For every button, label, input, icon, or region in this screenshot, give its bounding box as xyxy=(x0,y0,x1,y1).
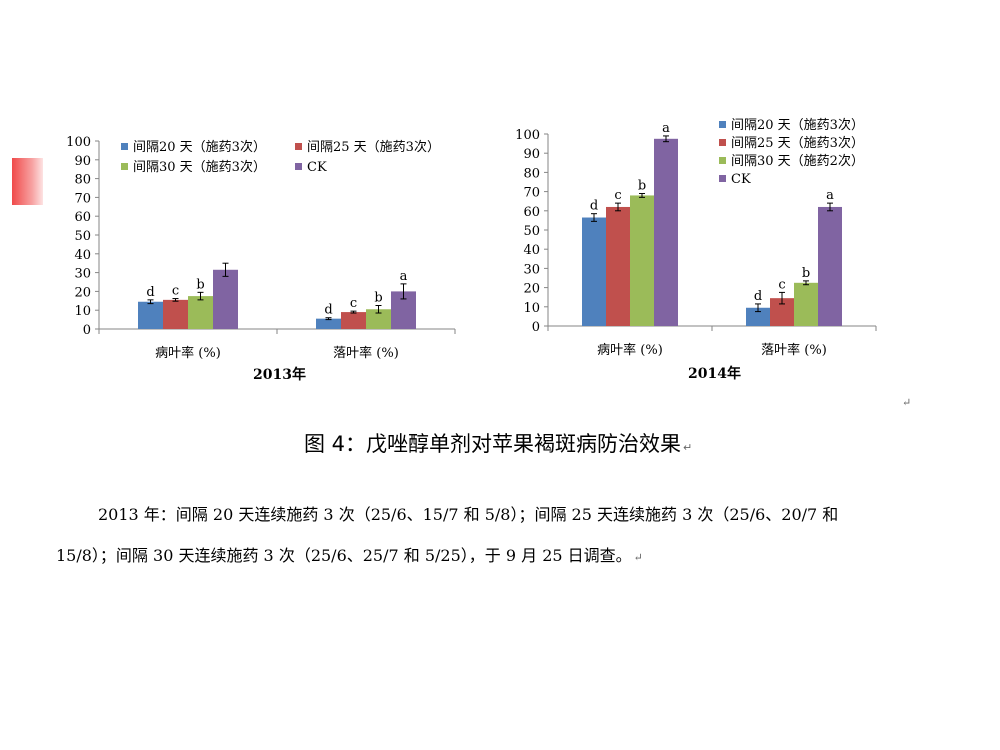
significance-label: b xyxy=(638,179,646,194)
legend-item-interval-20: 间隔20 天（施药3次） xyxy=(719,117,864,135)
chart-2014-title: 2014年 xyxy=(688,366,741,382)
figure-note: 2013 年：间隔 20 天连续施药 3 次（25/6、15/7 和 5/8）；… xyxy=(56,494,950,578)
y-tick-label: 60 xyxy=(74,210,91,225)
bar xyxy=(630,195,654,326)
significance-label: d xyxy=(754,289,762,304)
bar xyxy=(163,299,188,329)
legend-swatch xyxy=(719,139,726,146)
legend-item-ck: CK xyxy=(295,159,327,177)
x-category-label: 病叶率 (%) xyxy=(155,345,221,361)
y-tick-label: 30 xyxy=(74,267,91,282)
y-tick-label: 100 xyxy=(66,135,91,150)
legend-item-interval-30: 间隔30 天（施药3次） xyxy=(121,159,266,177)
significance-label: c xyxy=(614,188,621,203)
bar xyxy=(794,282,818,326)
y-tick-label: 40 xyxy=(74,248,91,263)
bar xyxy=(654,138,678,326)
legend-label: CK xyxy=(731,172,751,187)
legend-label: 间隔20 天（施药3次） xyxy=(133,140,266,155)
significance-label: c xyxy=(778,277,785,292)
y-tick-label: 100 xyxy=(515,128,540,143)
legend-swatch xyxy=(719,157,726,164)
legend-label: CK xyxy=(307,160,327,175)
y-tick-label: 10 xyxy=(74,304,91,319)
y-tick-label: 60 xyxy=(523,205,540,220)
y-tick-label: 0 xyxy=(532,320,540,335)
bar xyxy=(818,206,842,326)
legend-label: 间隔30 天（施药2次） xyxy=(731,154,864,169)
significance-label: a xyxy=(826,188,834,203)
figure-note-line-2: 15/8）；间隔 30 天连续施药 3 次（25/6、25/7 和 5/25），… xyxy=(56,535,950,578)
y-tick-label: 50 xyxy=(74,229,91,244)
legend-swatch xyxy=(719,121,726,128)
legend-label: 间隔20 天（施药3次） xyxy=(731,118,864,133)
y-tick-label: 70 xyxy=(523,186,540,201)
chart-2013-title: 2013年 xyxy=(253,367,306,383)
legend-item-interval-25: 间隔25 天（施药3次） xyxy=(719,135,864,153)
figure-caption: 图 4：戊唑醇单剂对苹果褐斑病防治效果 ↵ xyxy=(304,428,692,458)
significance-label: d xyxy=(146,285,154,300)
legend-item-interval-20: 间隔20 天（施药3次） xyxy=(121,139,266,157)
legend-label: 间隔30 天（施药3次） xyxy=(133,160,266,175)
paragraph-mark: ↵ xyxy=(902,396,912,409)
significance-label: a xyxy=(662,121,670,136)
significance-label: b xyxy=(374,291,382,306)
paragraph-mark: ↵ xyxy=(633,551,643,564)
legend-swatch xyxy=(295,143,302,150)
legend-item-ck: CK xyxy=(719,171,751,189)
chart-2013: 0 10 20 30 40 50 60 70 80 90 100 d c b 病叶率 (%) d c b a 落叶率 … xyxy=(0,0,480,400)
y-tick-label: 80 xyxy=(74,173,91,188)
legend-item-interval-25: 间隔25 天（施药3次） xyxy=(295,139,440,157)
bar xyxy=(746,307,770,326)
chart-2014-svg: 0 10 20 30 40 50 60 70 80 90 100 d c b a 病叶率 (%) d c b a 落叶率… xyxy=(515,121,877,358)
legend-label: 间隔25 天（施药3次） xyxy=(307,140,440,155)
y-tick-label: 90 xyxy=(74,154,91,169)
y-tick-label: 40 xyxy=(523,243,540,258)
figure-note-line-1: 2013 年：间隔 20 天连续施药 3 次（25/6、15/7 和 5/8）；… xyxy=(56,494,950,535)
paragraph-mark: ↵ xyxy=(683,441,693,454)
significance-label: c xyxy=(350,296,357,311)
red-accent-decoration xyxy=(12,158,43,205)
x-category-label: 落叶率 (%) xyxy=(761,342,827,358)
y-tick-label: 80 xyxy=(523,166,540,181)
significance-label: d xyxy=(590,199,598,214)
legend-swatch xyxy=(719,175,726,182)
y-tick-label: 20 xyxy=(523,282,540,297)
chart-2013-svg: 0 10 20 30 40 50 60 70 80 90 100 d c b 病叶率 (%) d c b a 落叶率 … xyxy=(66,135,456,361)
legend-swatch xyxy=(121,163,128,170)
y-tick-label: 10 xyxy=(523,301,540,316)
legend-item-interval-30: 间隔30 天（施药2次） xyxy=(719,153,864,171)
bar xyxy=(606,206,630,326)
y-tick-label: 90 xyxy=(523,147,540,162)
bar xyxy=(316,318,341,329)
figure-note-text-2: 15/8）；间隔 30 天连续施药 3 次（25/6、25/7 和 5/25），… xyxy=(56,546,632,565)
chart-2014: 0 10 20 30 40 50 60 70 80 90 100 d c b a 病叶率 (%) d c b a 落叶率… xyxy=(515,117,877,382)
legend-swatch xyxy=(295,163,302,170)
bar xyxy=(138,301,163,329)
bar xyxy=(188,296,213,329)
bar xyxy=(582,217,606,326)
x-category-label: 落叶率 (%) xyxy=(333,345,399,361)
x-category-label: 病叶率 (%) xyxy=(597,342,663,358)
figure-caption-text: 图 4：戊唑醇单剂对苹果褐斑病防治效果 xyxy=(304,432,682,456)
figure-note-text-1: 2013 年：间隔 20 天连续施药 3 次（25/6、15/7 和 5/8）；… xyxy=(98,505,839,524)
y-tick-label: 50 xyxy=(523,224,540,239)
significance-label: b xyxy=(196,277,204,292)
legend-label: 间隔25 天（施药3次） xyxy=(731,136,864,151)
bar xyxy=(341,312,366,329)
legend-swatch xyxy=(121,143,128,150)
bar xyxy=(366,309,391,329)
bar xyxy=(213,269,238,329)
y-tick-label: 20 xyxy=(74,285,91,300)
significance-label: c xyxy=(172,284,179,299)
y-tick-label: 70 xyxy=(74,191,91,206)
significance-label: b xyxy=(802,266,810,281)
y-tick-label: 0 xyxy=(83,323,91,338)
y-tick-label: 30 xyxy=(523,262,540,277)
significance-label: a xyxy=(400,269,408,284)
significance-label: d xyxy=(324,303,332,318)
